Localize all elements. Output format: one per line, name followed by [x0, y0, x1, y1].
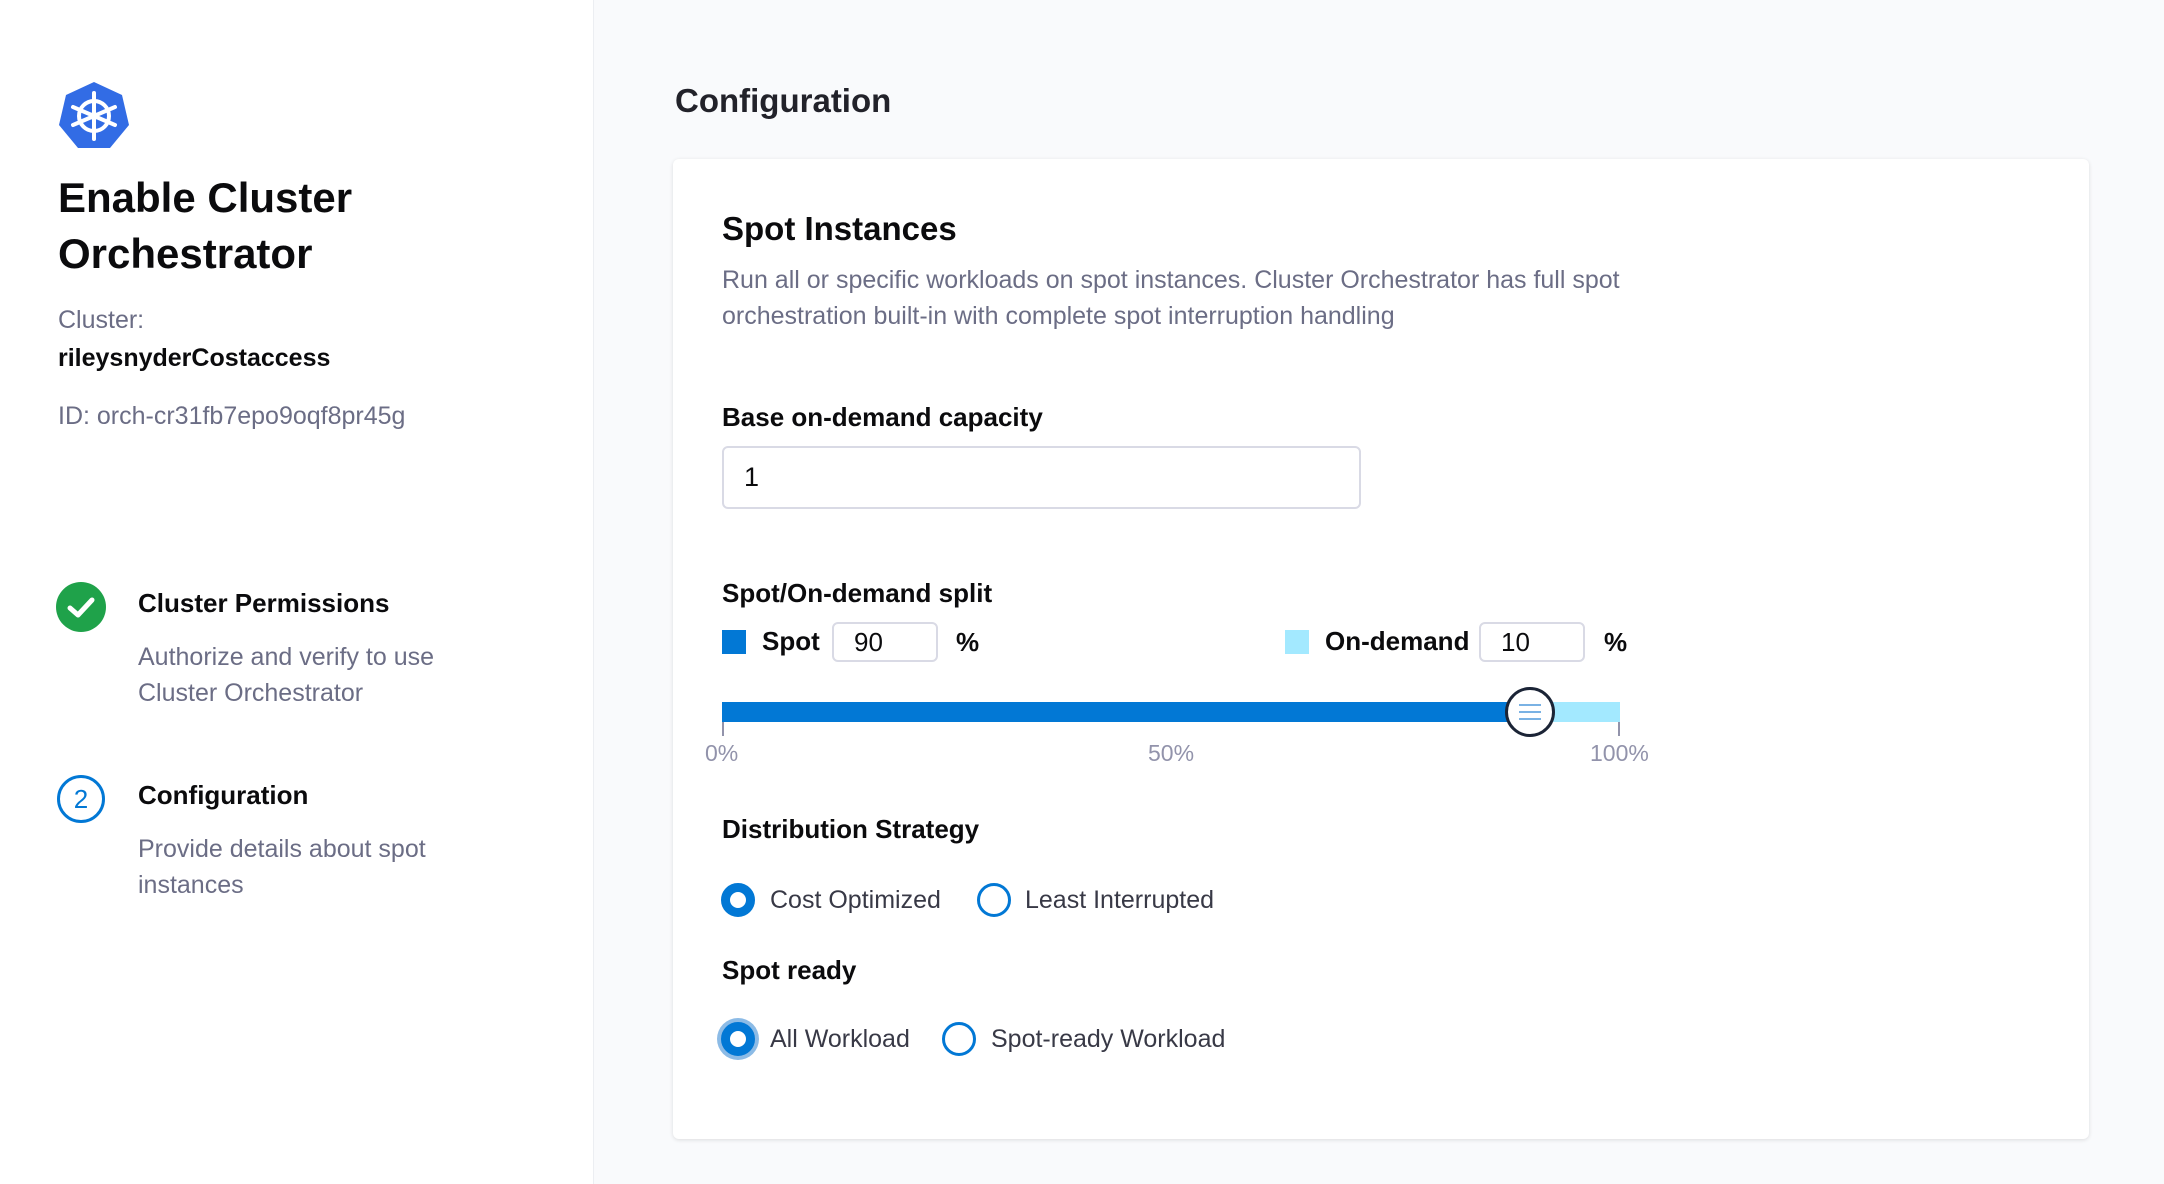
- split-slider-handle[interactable]: [1505, 687, 1556, 737]
- step-description: Authorize and verify to use Cluster Orch…: [138, 643, 434, 707]
- cluster-name: rileysnyderCostaccess: [58, 344, 331, 372]
- ondemand-legend-swatch: [1285, 630, 1309, 654]
- split-slider-track[interactable]: [722, 702, 1620, 722]
- radio-spot-ready-workload[interactable]: [942, 1022, 976, 1056]
- spot-legend-swatch: [722, 630, 746, 654]
- page-title: Enable Cluster Orchestrator: [58, 174, 353, 277]
- cluster-label: Cluster:: [58, 306, 145, 334]
- spot-percent-input[interactable]: 90: [832, 622, 938, 662]
- section-title: Spot Instances: [722, 210, 957, 247]
- ondemand-label: On-demand: [1325, 626, 1470, 656]
- kubernetes-helm-icon: [59, 82, 129, 148]
- step-number-badge: 2: [57, 775, 105, 823]
- tick-label-100: 100%: [1590, 740, 1649, 766]
- radio-all-workload[interactable]: [721, 1022, 755, 1056]
- percent-sign: %: [1604, 627, 1628, 657]
- sidebar: Enable Cluster Orchestrator Cluster: ril…: [0, 0, 594, 1184]
- cluster-id: ID: orch-cr31fb7epo9oqf8pr45g: [58, 402, 406, 430]
- percent-sign: %: [956, 627, 980, 657]
- tick-label-50: 50%: [1148, 740, 1195, 766]
- step-description: Provide details about spot instances: [138, 835, 426, 899]
- base-capacity-input[interactable]: 1: [722, 446, 1361, 509]
- tick-label-0: 0%: [705, 740, 739, 766]
- spot-ready-label: Spot ready: [722, 955, 857, 985]
- step-cluster-permissions[interactable]: Cluster Permissions: [138, 588, 390, 618]
- radio-cost-optimized[interactable]: [721, 883, 755, 917]
- tick-mark: [722, 722, 724, 736]
- spot-label: Spot: [762, 626, 820, 656]
- radio-label[interactable]: Cost Optimized: [770, 886, 941, 914]
- section-description: Run all or specific workloads on spot in…: [722, 266, 1620, 330]
- split-label: Spot/On-demand split: [722, 578, 993, 608]
- radio-label[interactable]: Least Interrupted: [1025, 886, 1215, 914]
- radio-label[interactable]: All Workload: [770, 1025, 910, 1053]
- base-capacity-label: Base on-demand capacity: [722, 402, 1043, 432]
- radio-label[interactable]: Spot-ready Workload: [991, 1025, 1226, 1053]
- radio-least-interrupted[interactable]: [977, 883, 1011, 917]
- ondemand-percent-input[interactable]: 10: [1479, 622, 1585, 662]
- check-circle-icon: [56, 582, 106, 632]
- step-configuration[interactable]: Configuration: [138, 780, 309, 810]
- split-slider-fill: [722, 702, 1531, 722]
- main-heading: Configuration: [675, 82, 892, 119]
- tick-mark: [1618, 722, 1620, 736]
- distribution-strategy-label: Distribution Strategy: [722, 814, 980, 844]
